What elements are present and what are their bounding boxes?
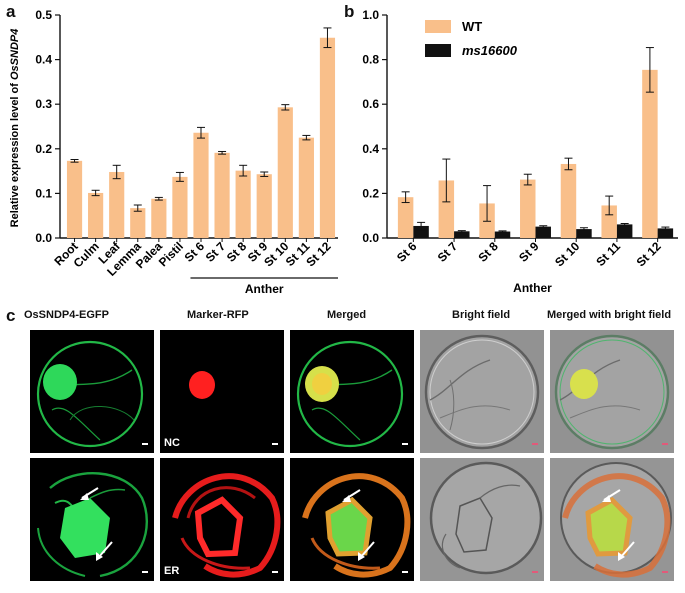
scale-bar: [272, 443, 278, 445]
scale-bar: [142, 443, 148, 445]
x-tick-label: St 7: [435, 239, 461, 265]
bar-root: [66, 160, 83, 238]
y-tick-label: 0.0: [35, 231, 52, 245]
bar-st-7: [214, 152, 230, 238]
y-axis-label-gene: OsSNDP4: [9, 29, 21, 80]
x-tick-label: St 8: [224, 239, 250, 265]
scale-bar: [532, 443, 538, 445]
x-tick-label: St 7: [203, 239, 229, 265]
bar-st-10: [277, 107, 293, 239]
bar-st-11: [298, 137, 314, 238]
bar-wt-st-7: [438, 180, 455, 238]
x-axis-label: Anther: [513, 281, 552, 295]
micrograph-merged-bright-field-er: [550, 458, 674, 581]
scale-bar: [532, 571, 538, 573]
y-axis-label: Relative expression level of OsSNDP4: [9, 29, 21, 228]
bar-st-12: [319, 37, 336, 238]
bar-wt-st-9: [520, 179, 536, 238]
bar-st-8: [235, 170, 251, 238]
anther-group-label: Anther: [245, 282, 284, 296]
bar-wt-st-11: [601, 205, 617, 238]
y-tick-label: 0.1: [35, 186, 52, 200]
y-tick-label: 0.5: [35, 8, 52, 22]
x-tick-label: St 9: [516, 239, 542, 265]
panel-label-c: c: [6, 306, 16, 325]
legend-swatch-wt: [425, 20, 451, 33]
y-tick-label: 0.2: [362, 186, 379, 200]
expression-chart-tissues: Relative expression level of OsSNDP4 0.0…: [9, 8, 338, 296]
micrograph-bright-field-er: [420, 458, 544, 581]
scale-bar: [662, 571, 668, 573]
column-title-bright-field: Bright field: [452, 309, 511, 321]
x-tick-label: St 6: [182, 239, 208, 265]
bar-ms16600-st-8: [494, 231, 511, 238]
scale-bar: [272, 571, 278, 573]
bar-pistil: [172, 176, 188, 238]
x-tick-label: St 12: [303, 239, 333, 269]
y-tick-label: 0.4: [362, 142, 379, 156]
bar-wt-st-10: [560, 163, 577, 238]
y-axis-label-prefix: Relative expression level of: [9, 80, 21, 227]
bar-ms16600-st-12: [657, 228, 674, 238]
y-tick-label: 0.4: [35, 53, 52, 67]
microscopy-panel: OsSNDP4-EGFP Marker-RFP Merged Bright fi…: [0, 305, 685, 593]
legend-swatch-ms16600: [425, 44, 451, 57]
y-tick-label: 0.2: [35, 142, 52, 156]
column-title-rfp: Marker-RFP: [187, 309, 249, 321]
micrograph-bright-field-nc: [420, 330, 544, 453]
bar-ms16600-st-6: [413, 225, 429, 238]
y-tick-label: 0.0: [362, 231, 379, 245]
micrograph-egfp-nc: [30, 330, 154, 453]
bar-ms16600-st-11: [616, 224, 633, 238]
chart-b-x-ticks: St 6 St 7 St 8 St 9 St 10 St 11 St 12: [394, 238, 664, 269]
y-tick-label: 0.8: [362, 53, 379, 67]
bar-wt-st-6: [397, 197, 414, 238]
micrograph-merged-bright-field-nc: [550, 330, 674, 453]
bar-palea: [151, 198, 167, 238]
x-tick-label: St 8: [475, 239, 501, 265]
column-title-merged-bright-field: Merged with bright field: [547, 309, 672, 321]
scale-bar: [402, 443, 408, 445]
bar-leaf: [109, 171, 125, 238]
x-tick-label: St 6: [394, 239, 420, 265]
chart-b-bars: [397, 47, 674, 238]
legend-label-ms16600: ms16600: [462, 43, 518, 58]
panel-label-a: a: [6, 2, 16, 21]
column-title-merged: Merged: [327, 309, 367, 321]
scale-bar: [662, 443, 668, 445]
x-tick-label: St 10: [552, 239, 582, 269]
scale-bar: [402, 571, 408, 573]
y-tick-label: 0.6: [362, 97, 379, 111]
bar-lemma: [130, 208, 146, 238]
micrograph-rfp-er: ER: [160, 458, 284, 581]
micrograph-merged-nc: [290, 330, 414, 453]
legend: WT ms16600: [425, 19, 518, 58]
micrograph-merged-er: [290, 458, 414, 581]
column-title-egfp: OsSNDP4-EGFP: [24, 309, 109, 321]
chart-a-axes: 0.0 0.1 0.2 0.3 0.4 0.5: [35, 8, 338, 245]
scale-bar: [142, 571, 148, 573]
marker-label-er: ER: [164, 565, 180, 577]
bar-st-9: [256, 174, 272, 238]
bar-wt-st-12: [642, 69, 658, 238]
micrograph-rfp-nc: NC: [160, 330, 284, 453]
chart-a-bars: [66, 27, 336, 239]
y-tick-label: 0.3: [35, 97, 52, 111]
bar-ms16600-st-7: [454, 231, 470, 238]
bar-ms16600-st-9: [535, 226, 551, 238]
bar-culm: [88, 192, 104, 238]
bar-st-6: [193, 132, 209, 238]
expression-chart-stages: 0.0 0.2 0.4 0.6 0.8 1.0 St 6 St 7 St 8 St 9 St 10…: [362, 8, 678, 295]
x-tick-label: St 11: [593, 239, 623, 269]
bar-ms16600-st-10: [576, 229, 592, 238]
micrograph-egfp-er: [30, 458, 154, 581]
y-tick-label: 1.0: [362, 8, 379, 22]
x-tick-label: St 12: [634, 239, 664, 269]
legend-label-wt: WT: [462, 19, 482, 34]
marker-label-nc: NC: [164, 437, 180, 449]
panel-label-b: b: [344, 2, 355, 21]
